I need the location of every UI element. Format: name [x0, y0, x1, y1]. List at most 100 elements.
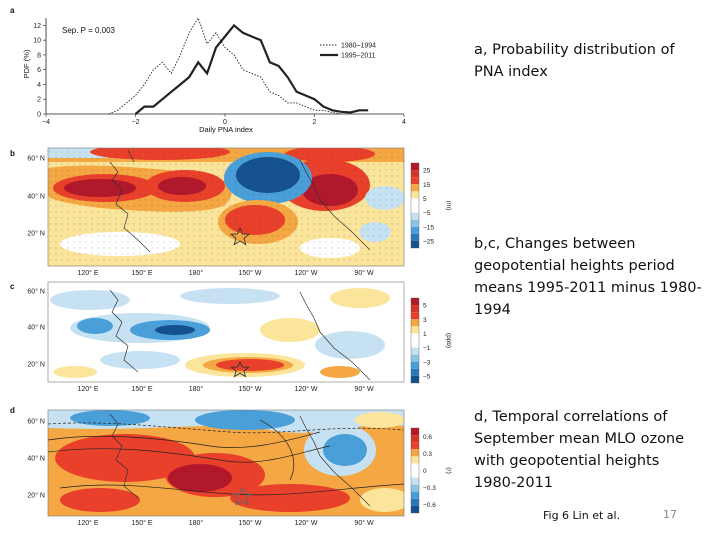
colorbar-unit: (r)	[445, 467, 452, 474]
panel-a-axes: −4 −2 0 2 4 0 2 4 6 8 10 12	[33, 18, 406, 126]
y-tick-label: 6	[37, 67, 41, 74]
panel-d-lat-labels: 60° N 40° N 20° N	[27, 418, 45, 500]
lon-label: 120° E	[77, 385, 98, 393]
colorbar-segment	[411, 368, 419, 376]
panel-a-xlabel: Daily PNA index	[199, 125, 253, 134]
colorbar-segment	[411, 428, 419, 436]
figure-credit: Fig 6 Lin et al.	[543, 509, 621, 522]
colorbar-segment	[411, 219, 419, 227]
colorbar-tick-label: 1	[423, 331, 427, 338]
lon-label: 120° W	[294, 269, 317, 277]
colorbar-segment	[411, 198, 419, 206]
lat-label: 60° N	[27, 155, 45, 163]
colorbar-frame	[410, 297, 420, 384]
panel-b-lon-labels: 120° E 150° E 180° 150° W 120° W 90° W	[77, 269, 374, 277]
colorbar-segment	[411, 170, 419, 178]
lon-label: 150° W	[238, 385, 261, 393]
colorbar-tick-label: −1	[423, 345, 431, 352]
colorbar-tick-label: 5	[423, 303, 427, 310]
colorbar-segment	[411, 505, 419, 513]
colorbar-tick-label: 25	[423, 168, 431, 175]
lon-label: 90° W	[354, 269, 374, 277]
lon-label: 120° W	[294, 519, 317, 527]
lon-label: 120° W	[294, 385, 317, 393]
caption-d: d, Temporal correlations of September me…	[474, 409, 685, 491]
panel-d-field	[48, 410, 404, 516]
lon-label: 150° E	[131, 385, 152, 393]
lon-label: 180°	[189, 269, 204, 277]
colorbar-tick-label: −25	[423, 238, 434, 245]
colorbar-segment	[411, 442, 419, 450]
colorbar-unit: (m)	[445, 201, 452, 211]
lon-label: 180°	[189, 519, 204, 527]
colorbar-segment	[411, 347, 419, 355]
colorbar-segment	[411, 435, 419, 443]
panel-d-colorbar: 0.6 0.3 0 −0.3 −0.6 (r)	[410, 427, 452, 514]
colorbar-tick-label: 0	[423, 468, 427, 475]
colorbar-frame	[410, 162, 420, 249]
colorbar-tick-label: 15	[423, 182, 431, 189]
panel-c-lat-labels: 60° N 40° N 20° N	[27, 288, 45, 369]
colorbar-segment	[411, 477, 419, 485]
colorbar-segment	[411, 191, 419, 199]
colorbar-tick-label: 5	[423, 196, 427, 203]
panel-c-colorbar: 5 3 1 −1 −3 −5 (ppb)	[410, 297, 452, 384]
panel-d-lon-labels: 120° E 150° E 180° 150° W 120° W 90° W	[77, 519, 374, 527]
legend-label-1: 1980–1994	[341, 43, 376, 50]
lon-label: 120° E	[77, 519, 98, 527]
x-tick-label: −4	[42, 119, 50, 126]
page-number: 17	[663, 508, 677, 521]
colorbar-segment	[411, 205, 419, 213]
panel-a-letter: a	[10, 6, 15, 15]
colorbar-unit: (ppb)	[445, 333, 452, 348]
lon-label: 150° E	[131, 269, 152, 277]
panel-a-annotation: Sep. P = 0.003	[62, 26, 116, 35]
panel-c-field	[48, 282, 404, 382]
lon-label: 180°	[189, 385, 204, 393]
lat-label: 20° N	[27, 230, 45, 238]
lon-label: 120° E	[77, 269, 98, 277]
panel-a-series	[108, 16, 369, 115]
colorbar-tick-label: −3	[423, 359, 431, 366]
colorbar-tick-label: −5	[423, 210, 431, 217]
series-line-1	[108, 16, 342, 115]
series-line-2	[134, 23, 369, 115]
panel-a-ylabel: PDF (%)	[22, 49, 31, 78]
colorbar-segment	[411, 163, 419, 171]
lon-label: 150° W	[238, 269, 261, 277]
colorbar-segment	[411, 226, 419, 234]
panel-a-chart: a Sep. P = 0.003 −4 −2 0 2 4 0 2 4 6 8 10 12 1980–1…	[10, 6, 406, 134]
lon-label: 150° W	[238, 519, 261, 527]
panel-d-map: d 60° N 40° N 20° N	[10, 406, 452, 527]
y-tick-label: 10	[33, 38, 41, 45]
colorbar-tick-label: −15	[423, 224, 434, 231]
lat-label: 20° N	[27, 361, 45, 369]
lat-label: 20° N	[27, 492, 45, 500]
lon-label: 150° E	[131, 519, 152, 527]
panel-b-lat-labels: 60° N 40° N 20° N	[27, 155, 45, 238]
colorbar-segment	[411, 340, 419, 348]
x-tick-label: 2	[313, 119, 317, 126]
colorbar-segment	[411, 233, 419, 241]
panel-b-field	[48, 148, 404, 266]
colorbar-segment	[411, 361, 419, 369]
lat-label: 40° N	[27, 193, 45, 201]
colorbar-segment	[411, 312, 419, 320]
colorbar-segment	[411, 491, 419, 499]
panel-b-map: b	[10, 147, 452, 277]
colorbar-segment	[411, 177, 419, 185]
panel-b-colorbar: 25 15 5 −5 −15 −25 (m)	[410, 162, 452, 249]
lon-label: 90° W	[354, 385, 374, 393]
y-tick-label: 0	[37, 112, 41, 119]
colorbar-tick-label: 0.6	[423, 434, 432, 441]
colorbar-segment	[411, 240, 419, 248]
lat-label: 40° N	[27, 455, 45, 463]
colorbar-segment	[411, 184, 419, 192]
colorbar-segment	[411, 212, 419, 220]
colorbar-segment	[411, 354, 419, 362]
colorbar-tick-label: −0.3	[423, 485, 436, 492]
lat-label: 60° N	[27, 418, 45, 426]
colorbar-segment	[411, 498, 419, 506]
panel-a-legend: 1980–1994 1995–2011	[320, 43, 376, 60]
panel-c-letter: c	[10, 282, 15, 291]
